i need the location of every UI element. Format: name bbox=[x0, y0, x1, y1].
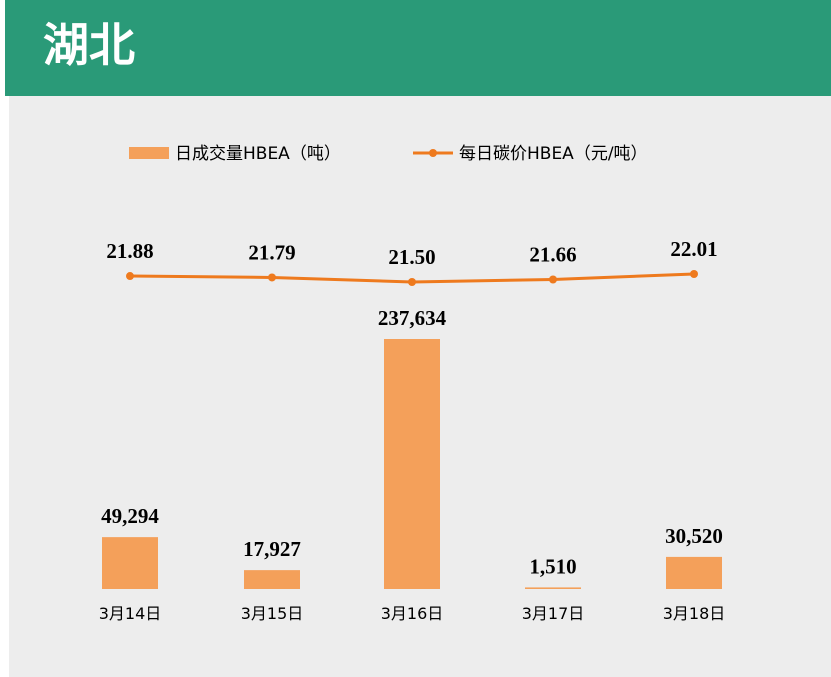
line-point bbox=[549, 275, 557, 284]
legend-swatch-bar bbox=[129, 147, 169, 159]
bar-value-label: 237,634 bbox=[378, 306, 447, 330]
x-tick-label: 3月14日 bbox=[99, 604, 162, 623]
bar bbox=[102, 537, 158, 589]
line-value-label: 21.66 bbox=[529, 242, 576, 266]
data-labels: 49,294 17,927 237,634 1,510 30,520 21.88 21.79… bbox=[101, 237, 723, 578]
line-point bbox=[126, 272, 134, 281]
bar-value-label: 30,520 bbox=[665, 524, 723, 548]
line-series bbox=[126, 270, 698, 286]
line-value-label: 22.01 bbox=[670, 237, 717, 261]
bar bbox=[384, 339, 440, 589]
x-tick-label: 3月18日 bbox=[663, 604, 726, 623]
bar-series bbox=[102, 339, 722, 589]
bar bbox=[244, 570, 300, 589]
line-value-label: 21.79 bbox=[248, 240, 295, 264]
x-tick-label: 3月17日 bbox=[522, 604, 585, 623]
legend: 日成交量HBEA（吨） 每日碳价HBEA（元/吨） bbox=[129, 144, 648, 164]
bar-value-label: 49,294 bbox=[101, 504, 159, 528]
page-title: 湖北 bbox=[43, 18, 135, 72]
x-tick-label: 3月16日 bbox=[381, 604, 444, 623]
legend-label-line: 每日碳价HBEA（元/吨） bbox=[459, 144, 648, 164]
line-point bbox=[408, 278, 416, 286]
header-banner: 湖北 bbox=[5, 0, 831, 96]
legend-label-bar: 日成交量HBEA（吨） bbox=[175, 144, 341, 164]
bar-value-label: 17,927 bbox=[243, 537, 301, 561]
legend-marker bbox=[429, 149, 437, 157]
bar bbox=[525, 587, 581, 589]
x-tick-label: 3月15日 bbox=[241, 604, 304, 623]
line-point bbox=[268, 273, 276, 282]
line-value-label: 21.50 bbox=[388, 245, 435, 269]
line-value-label: 21.88 bbox=[106, 239, 153, 263]
line-point bbox=[690, 270, 698, 278]
x-axis-ticks: 3月14日 3月15日 3月16日 3月17日 3月18日 bbox=[99, 604, 726, 623]
bar-value-label: 1,510 bbox=[529, 554, 576, 578]
bar bbox=[666, 556, 722, 589]
